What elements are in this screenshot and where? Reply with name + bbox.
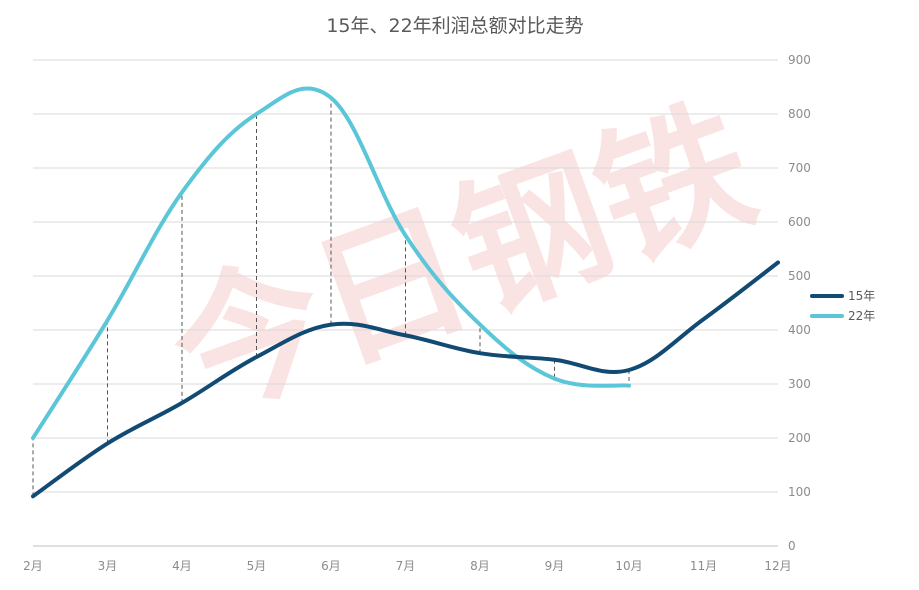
watermark: 今日钢铁 — [151, 78, 774, 447]
legend-label: 22年 — [848, 309, 875, 323]
y-tick-label: 800 — [788, 107, 811, 121]
y-axis-tick-labels: 0 100 200 300 400 500 600 700 800 900 — [788, 53, 811, 553]
y-tick-label: 700 — [788, 161, 811, 175]
y-tick-label: 400 — [788, 323, 811, 337]
x-axis-tick-labels: 2月 3月 4月 5月 6月 7月 8月 9月 10月 11月 12月 — [23, 559, 791, 573]
x-tick-label: 2月 — [23, 559, 43, 573]
series-line — [31, 260, 780, 499]
chart-title: 15年、22年利润总额对比走势 — [326, 15, 583, 37]
x-tick-label: 12月 — [764, 559, 791, 573]
y-tick-label: 900 — [788, 53, 811, 67]
x-tick-label: 6月 — [321, 559, 341, 573]
legend-label: 15年 — [848, 289, 875, 303]
y-tick-label: 300 — [788, 377, 811, 391]
x-tick-label: 7月 — [396, 559, 416, 573]
y-tick-label: 600 — [788, 215, 811, 229]
y-tick-label: 500 — [788, 269, 811, 283]
drop-lines — [32, 97, 630, 497]
y-tick-label: 100 — [788, 485, 811, 499]
series-lines — [31, 86, 780, 499]
x-tick-label: 5月 — [247, 559, 267, 573]
x-tick-label: 11月 — [690, 559, 717, 573]
x-tick-label: 9月 — [545, 559, 565, 573]
series-line — [31, 86, 631, 440]
x-tick-label: 4月 — [172, 559, 192, 573]
x-tick-label: 3月 — [98, 559, 118, 573]
y-tick-label: 0 — [788, 539, 796, 553]
x-tick-label: 8月 — [470, 559, 490, 573]
y-tick-label: 200 — [788, 431, 811, 445]
x-tick-label: 10月 — [615, 559, 642, 573]
watermark-text: 今日钢铁 — [151, 78, 774, 447]
